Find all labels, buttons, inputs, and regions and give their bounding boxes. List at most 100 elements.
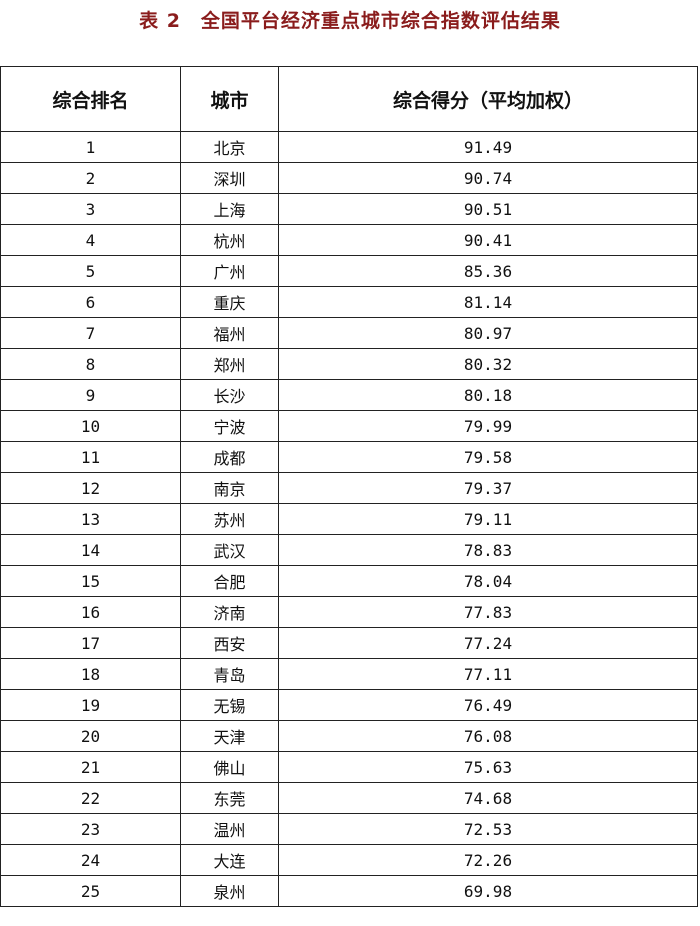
score-cell: 79.37 (278, 472, 698, 504)
score-cell: 72.53 (278, 813, 698, 845)
rank-cell: 16 (0, 596, 181, 628)
city-cell: 宁波 (180, 410, 279, 442)
ranking-table: 综合排名 城市 综合得分（平均加权） 1 北京 91.49 2 深圳 90.74 3 上海 90… (0, 66, 698, 907)
table-row: 23 温州 72.53 (0, 813, 698, 845)
table-row: 11 成都 79.58 (0, 441, 698, 473)
rank-cell: 7 (0, 317, 181, 349)
city-cell: 武汉 (180, 534, 279, 566)
header-city: 城市 (180, 66, 279, 132)
score-cell: 74.68 (278, 782, 698, 814)
score-cell: 76.49 (278, 689, 698, 721)
city-cell: 西安 (180, 627, 279, 659)
score-cell: 69.98 (278, 875, 698, 907)
header-score: 综合得分（平均加权） (278, 66, 698, 132)
table-row: 12 南京 79.37 (0, 472, 698, 504)
city-cell: 济南 (180, 596, 279, 628)
table-body: 1 北京 91.49 2 深圳 90.74 3 上海 90.51 4 杭州 90.41 5 广州 85.36… (0, 131, 698, 907)
rank-cell: 4 (0, 224, 181, 256)
score-cell: 75.63 (278, 751, 698, 783)
score-cell: 90.74 (278, 162, 698, 194)
rank-cell: 5 (0, 255, 181, 287)
table-title: 表 2 全国平台经济重点城市综合指数评估结果 (139, 10, 561, 32)
score-cell: 79.11 (278, 503, 698, 535)
rank-cell: 23 (0, 813, 181, 845)
table-row: 9 长沙 80.18 (0, 379, 698, 411)
rank-cell: 21 (0, 751, 181, 783)
rank-cell: 9 (0, 379, 181, 411)
score-cell: 79.58 (278, 441, 698, 473)
city-cell: 东莞 (180, 782, 279, 814)
table-row: 17 西安 77.24 (0, 627, 698, 659)
rank-cell: 18 (0, 658, 181, 690)
table-row: 20 天津 76.08 (0, 720, 698, 752)
city-cell: 深圳 (180, 162, 279, 194)
city-cell: 温州 (180, 813, 279, 845)
rank-cell: 13 (0, 503, 181, 535)
score-cell: 78.83 (278, 534, 698, 566)
rank-cell: 17 (0, 627, 181, 659)
city-cell: 大连 (180, 844, 279, 876)
table-row: 24 大连 72.26 (0, 844, 698, 876)
city-cell: 成都 (180, 441, 279, 473)
rank-cell: 1 (0, 131, 181, 163)
rank-cell: 8 (0, 348, 181, 380)
table-row: 5 广州 85.36 (0, 255, 698, 287)
city-cell: 苏州 (180, 503, 279, 535)
city-cell: 泉州 (180, 875, 279, 907)
rank-cell: 24 (0, 844, 181, 876)
rank-cell: 15 (0, 565, 181, 597)
city-cell: 福州 (180, 317, 279, 349)
score-cell: 79.99 (278, 410, 698, 442)
table-row: 1 北京 91.49 (0, 131, 698, 163)
city-cell: 青岛 (180, 658, 279, 690)
city-cell: 南京 (180, 472, 279, 504)
table-row: 2 深圳 90.74 (0, 162, 698, 194)
table-row: 4 杭州 90.41 (0, 224, 698, 256)
table-row: 7 福州 80.97 (0, 317, 698, 349)
rank-cell: 3 (0, 193, 181, 225)
city-cell: 合肥 (180, 565, 279, 597)
score-cell: 77.24 (278, 627, 698, 659)
score-cell: 77.11 (278, 658, 698, 690)
city-cell: 天津 (180, 720, 279, 752)
city-cell: 无锡 (180, 689, 279, 721)
header-rank: 综合排名 (0, 66, 181, 132)
rank-cell: 11 (0, 441, 181, 473)
score-cell: 77.83 (278, 596, 698, 628)
table-row: 8 郑州 80.32 (0, 348, 698, 380)
score-cell: 90.51 (278, 193, 698, 225)
table-row: 18 青岛 77.11 (0, 658, 698, 690)
score-cell: 85.36 (278, 255, 698, 287)
header-row: 综合排名 城市 综合得分（平均加权） (0, 66, 698, 132)
score-cell: 76.08 (278, 720, 698, 752)
rank-cell: 20 (0, 720, 181, 752)
table-row: 10 宁波 79.99 (0, 410, 698, 442)
score-cell: 80.97 (278, 317, 698, 349)
city-cell: 佛山 (180, 751, 279, 783)
table-row: 19 无锡 76.49 (0, 689, 698, 721)
table-row: 16 济南 77.83 (0, 596, 698, 628)
score-cell: 81.14 (278, 286, 698, 318)
rank-cell: 19 (0, 689, 181, 721)
city-cell: 长沙 (180, 379, 279, 411)
rank-cell: 12 (0, 472, 181, 504)
score-cell: 72.26 (278, 844, 698, 876)
score-cell: 90.41 (278, 224, 698, 256)
rank-cell: 2 (0, 162, 181, 194)
city-cell: 广州 (180, 255, 279, 287)
score-cell: 80.32 (278, 348, 698, 380)
table-row: 22 东莞 74.68 (0, 782, 698, 814)
rank-cell: 14 (0, 534, 181, 566)
table-row: 6 重庆 81.14 (0, 286, 698, 318)
table-row: 21 佛山 75.63 (0, 751, 698, 783)
city-cell: 郑州 (180, 348, 279, 380)
city-cell: 北京 (180, 131, 279, 163)
table-row: 15 合肥 78.04 (0, 565, 698, 597)
rank-cell: 25 (0, 875, 181, 907)
score-cell: 78.04 (278, 565, 698, 597)
table-row: 25 泉州 69.98 (0, 875, 698, 907)
city-cell: 重庆 (180, 286, 279, 318)
score-cell: 80.18 (278, 379, 698, 411)
score-cell: 91.49 (278, 131, 698, 163)
rank-cell: 10 (0, 410, 181, 442)
